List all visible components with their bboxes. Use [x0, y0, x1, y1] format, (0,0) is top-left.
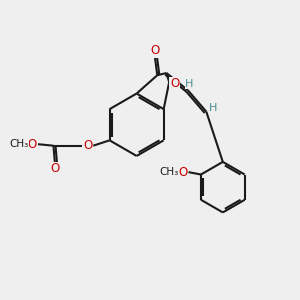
Text: H: H: [209, 103, 217, 113]
Text: O: O: [170, 77, 179, 90]
Text: H: H: [185, 79, 194, 89]
Text: O: O: [150, 44, 160, 57]
Text: O: O: [28, 138, 37, 151]
Text: O: O: [178, 166, 188, 178]
Text: O: O: [83, 139, 92, 152]
Text: CH₃: CH₃: [9, 139, 28, 149]
Text: O: O: [50, 162, 59, 176]
Text: CH₃: CH₃: [160, 167, 179, 177]
